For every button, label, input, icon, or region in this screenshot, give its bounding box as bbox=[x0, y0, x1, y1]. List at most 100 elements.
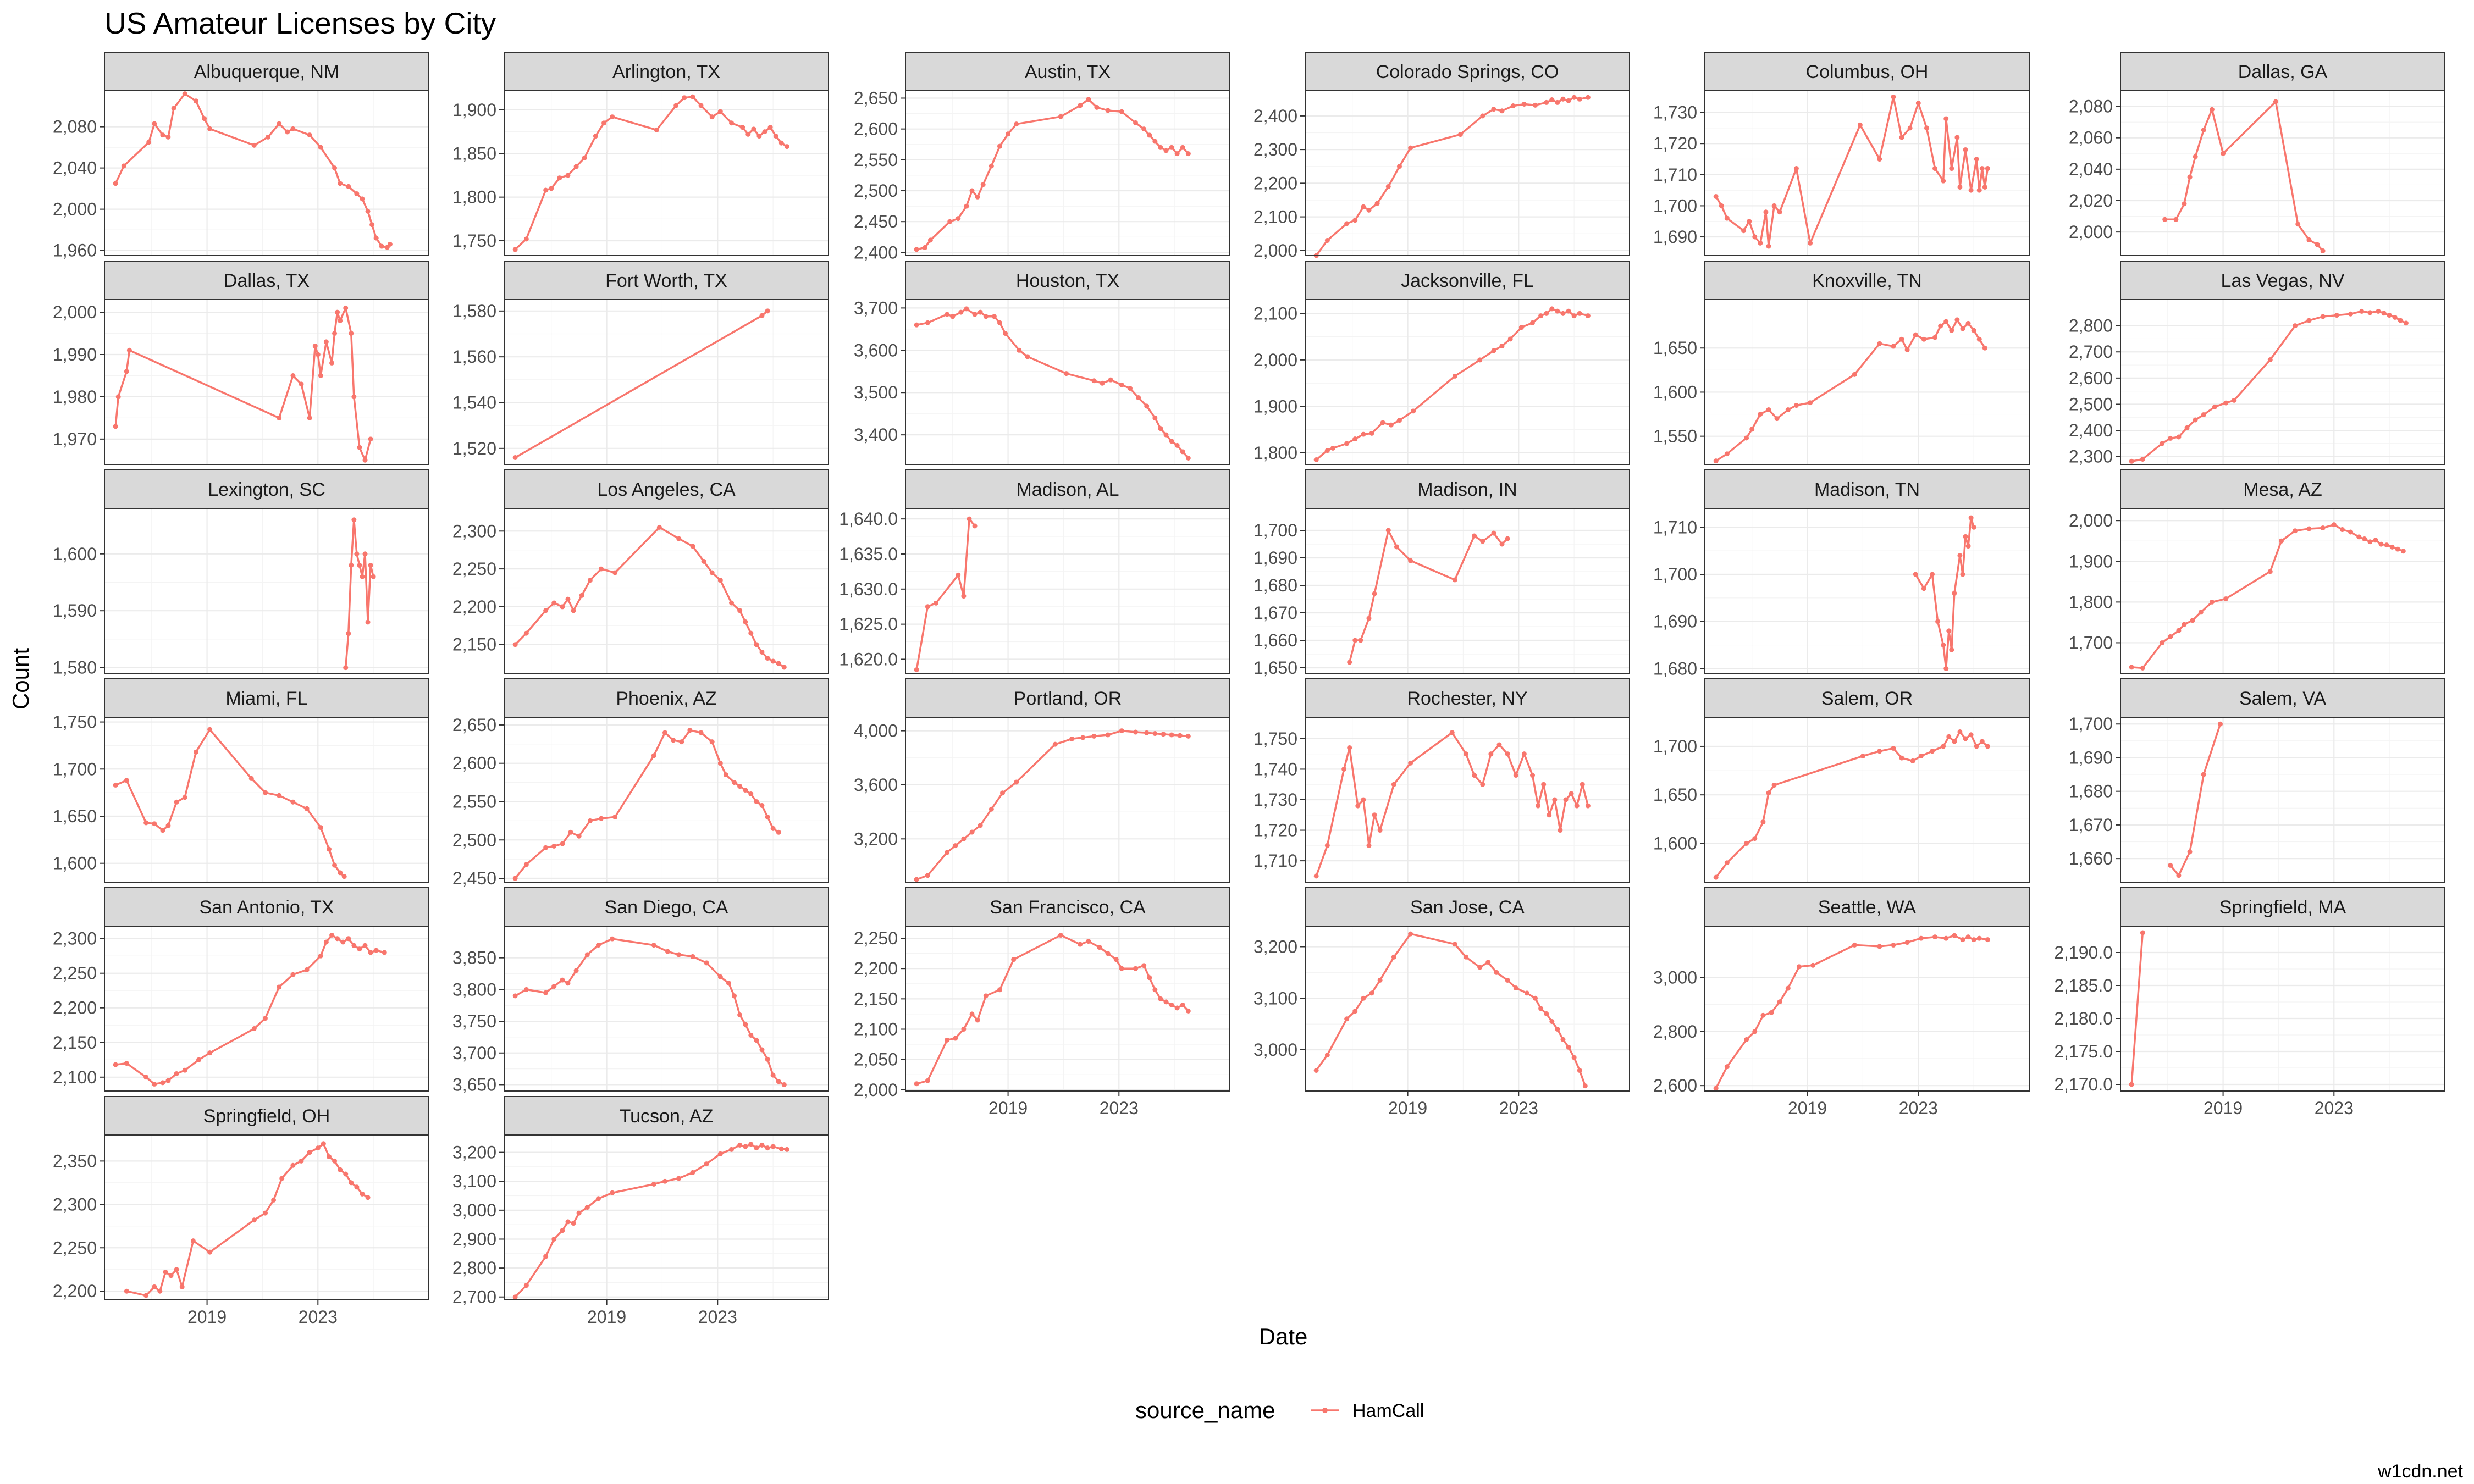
data-point bbox=[1513, 985, 1518, 990]
data-point bbox=[1144, 403, 1150, 409]
y-tick-label: 2,600 bbox=[1653, 1076, 1697, 1095]
data-point bbox=[2140, 665, 2145, 671]
data-point bbox=[598, 816, 604, 821]
data-point bbox=[2190, 618, 2195, 623]
data-point bbox=[565, 981, 571, 986]
data-point bbox=[1952, 739, 1957, 744]
data-point bbox=[362, 943, 368, 948]
data-point bbox=[262, 1016, 268, 1021]
data-point bbox=[152, 121, 157, 126]
data-point bbox=[1930, 572, 1935, 577]
data-point bbox=[523, 1283, 529, 1288]
data-point bbox=[2381, 311, 2387, 316]
panel: Madison, AL 1,620.0 1,625.0 1,630.0 1,635.0 1… bbox=[839, 469, 1230, 674]
data-point bbox=[1091, 378, 1097, 384]
data-point bbox=[989, 806, 994, 812]
data-point bbox=[2306, 318, 2312, 323]
data-point bbox=[1136, 395, 1141, 400]
data-point bbox=[152, 1081, 157, 1087]
data-point bbox=[584, 1205, 590, 1210]
facet-strip bbox=[104, 52, 429, 91]
watermark: w1cdn.net bbox=[2377, 1461, 2464, 1482]
y-tick-label: 3,000 bbox=[1253, 1040, 1297, 1060]
data-point bbox=[1472, 773, 1477, 778]
data-point bbox=[595, 943, 601, 948]
data-point bbox=[1366, 616, 1372, 621]
data-point bbox=[332, 862, 338, 868]
data-point bbox=[748, 791, 754, 797]
data-point bbox=[1352, 1009, 1358, 1014]
y-tick-label: 1,700 bbox=[1253, 520, 1297, 540]
panel: Columbus, OH 1,690 1,700 1,710 1,720 1,730 bbox=[1653, 52, 2030, 256]
data-point bbox=[571, 608, 576, 613]
panel-background bbox=[104, 717, 429, 882]
data-point bbox=[1965, 544, 1971, 549]
data-point bbox=[1513, 773, 1518, 778]
y-tick-label: 2,200 bbox=[452, 597, 496, 617]
panel: Houston, TX 3,400 3,500 3,600 3,700 bbox=[854, 261, 1230, 465]
panel-background bbox=[1305, 508, 1630, 673]
y-tick-label: 2,200 bbox=[1253, 173, 1297, 193]
data-point bbox=[1899, 755, 1904, 761]
legend-label: HamCall bbox=[1352, 1400, 1424, 1421]
data-point bbox=[2201, 412, 2206, 418]
data-point bbox=[1910, 758, 1915, 763]
data-point bbox=[382, 950, 387, 955]
data-point bbox=[2403, 320, 2409, 326]
data-point bbox=[925, 1078, 930, 1083]
panel-background bbox=[905, 300, 1230, 464]
y-tick-label: 2,800 bbox=[2069, 316, 2113, 336]
data-point bbox=[784, 144, 789, 149]
data-point bbox=[1785, 407, 1791, 413]
data-point bbox=[190, 1238, 196, 1244]
data-point bbox=[285, 129, 290, 135]
data-point bbox=[751, 126, 756, 132]
data-point bbox=[925, 873, 930, 878]
y-tick-label: 1,635.0 bbox=[839, 544, 898, 564]
panel-background bbox=[905, 508, 1230, 673]
facet-label: Arlington, TX bbox=[612, 62, 720, 82]
data-point bbox=[1777, 209, 1782, 215]
data-point bbox=[1361, 995, 1366, 1001]
facet-label: Austin, TX bbox=[1025, 62, 1111, 82]
data-point bbox=[1108, 377, 1113, 383]
y-tick-label: 1,700 bbox=[2069, 714, 2113, 734]
data-point bbox=[343, 665, 349, 671]
data-point bbox=[781, 665, 787, 670]
data-point bbox=[2295, 222, 2301, 227]
data-point bbox=[1946, 734, 1952, 739]
data-point bbox=[1180, 1002, 1185, 1007]
data-point bbox=[1549, 97, 1555, 103]
data-point bbox=[2168, 634, 2173, 639]
y-tick-label: 2,200 bbox=[53, 1281, 97, 1301]
y-tick-label: 1,750 bbox=[53, 712, 97, 732]
data-point bbox=[2387, 313, 2392, 318]
y-tick-label: 1,540 bbox=[452, 393, 496, 413]
y-tick-label: 3,700 bbox=[854, 298, 898, 318]
data-point bbox=[2193, 417, 2198, 423]
data-point bbox=[698, 103, 704, 108]
data-point bbox=[2400, 549, 2406, 554]
data-point bbox=[1930, 749, 1935, 754]
data-point bbox=[770, 1072, 776, 1078]
data-point bbox=[1585, 313, 1591, 319]
data-point bbox=[124, 1288, 129, 1294]
data-point bbox=[1943, 116, 1949, 121]
data-point bbox=[523, 236, 529, 242]
data-point bbox=[1174, 1005, 1180, 1011]
data-point bbox=[2223, 596, 2229, 601]
y-tick-label: 2,060 bbox=[2069, 128, 2113, 148]
data-point bbox=[193, 98, 198, 104]
y-tick-label: 1,680 bbox=[2069, 782, 2113, 801]
data-point bbox=[914, 322, 919, 328]
panel: Springfield, MA 2,170.0 2,175.0 2,180.0 2,18… bbox=[2054, 887, 2445, 1118]
data-point bbox=[1366, 843, 1372, 848]
data-point bbox=[1976, 187, 1982, 193]
y-tick-label: 1,550 bbox=[1653, 427, 1697, 446]
data-point bbox=[972, 312, 978, 317]
facet-label: Houston, TX bbox=[1016, 270, 1119, 291]
y-tick-label: 1,580 bbox=[452, 301, 496, 321]
data-point bbox=[168, 1273, 174, 1278]
panel-background bbox=[1705, 300, 2029, 464]
data-point bbox=[349, 1180, 354, 1186]
